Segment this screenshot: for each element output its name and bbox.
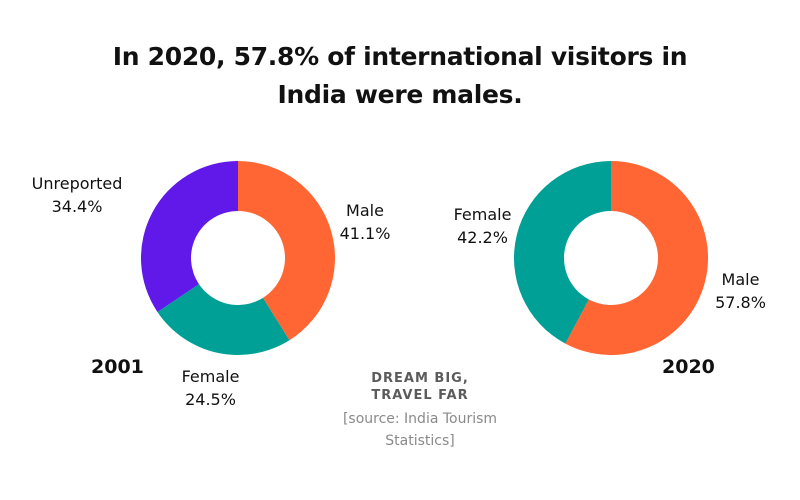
- slice-label-name: Male: [346, 201, 384, 220]
- slice-label-name: Unreported: [31, 174, 123, 193]
- slice-label-value: 57.8%: [715, 293, 766, 312]
- donut-chart-2020: [514, 161, 708, 355]
- slice-label-value: 41.1%: [339, 224, 391, 243]
- year-label-2001: 2001: [91, 356, 144, 378]
- donut-slice-unreported-2001: [141, 161, 238, 313]
- brand-line-1: DREAM BIG,: [371, 371, 469, 386]
- chart-title-line-1: In 2020, 57.8% of international visitors…: [112, 42, 688, 71]
- year-label-2020: 2020: [662, 356, 715, 378]
- donut-slice-female-2020: [514, 161, 611, 344]
- brand-logo-text: DREAM BIG, TRAVEL FAR: [360, 370, 480, 404]
- chart-title: In 2020, 57.8% of international visitors…: [0, 38, 800, 114]
- brand-line-2: TRAVEL FAR: [371, 388, 469, 403]
- slice-label-name: Male: [721, 270, 760, 289]
- slice-label-name: Female: [453, 205, 512, 224]
- slice-label-value: 34.4%: [51, 197, 103, 216]
- slice-label-female-2001: Female 24.5%: [168, 365, 253, 411]
- donut-slice-female-2001: [157, 284, 290, 355]
- slice-label-male-2001: Male 41.1%: [330, 199, 400, 245]
- slice-label-value: 42.2%: [457, 228, 508, 247]
- slice-label-male-2020: Male 57.8%: [703, 268, 778, 314]
- slice-label-value: 24.5%: [185, 390, 236, 409]
- slice-label-unreported-2001: Unreported 34.4%: [22, 172, 132, 218]
- donut-slice-male-2020: [565, 161, 708, 355]
- slice-label-female-2020: Female 42.2%: [440, 203, 525, 249]
- donut-chart-2001: [141, 161, 335, 355]
- source-note: [source: India Tourism Statistics]: [342, 411, 498, 449]
- donut-slice-male-2001: [238, 161, 335, 341]
- chart-title-line-2: India were males.: [277, 80, 523, 109]
- slice-label-name: Female: [181, 367, 240, 386]
